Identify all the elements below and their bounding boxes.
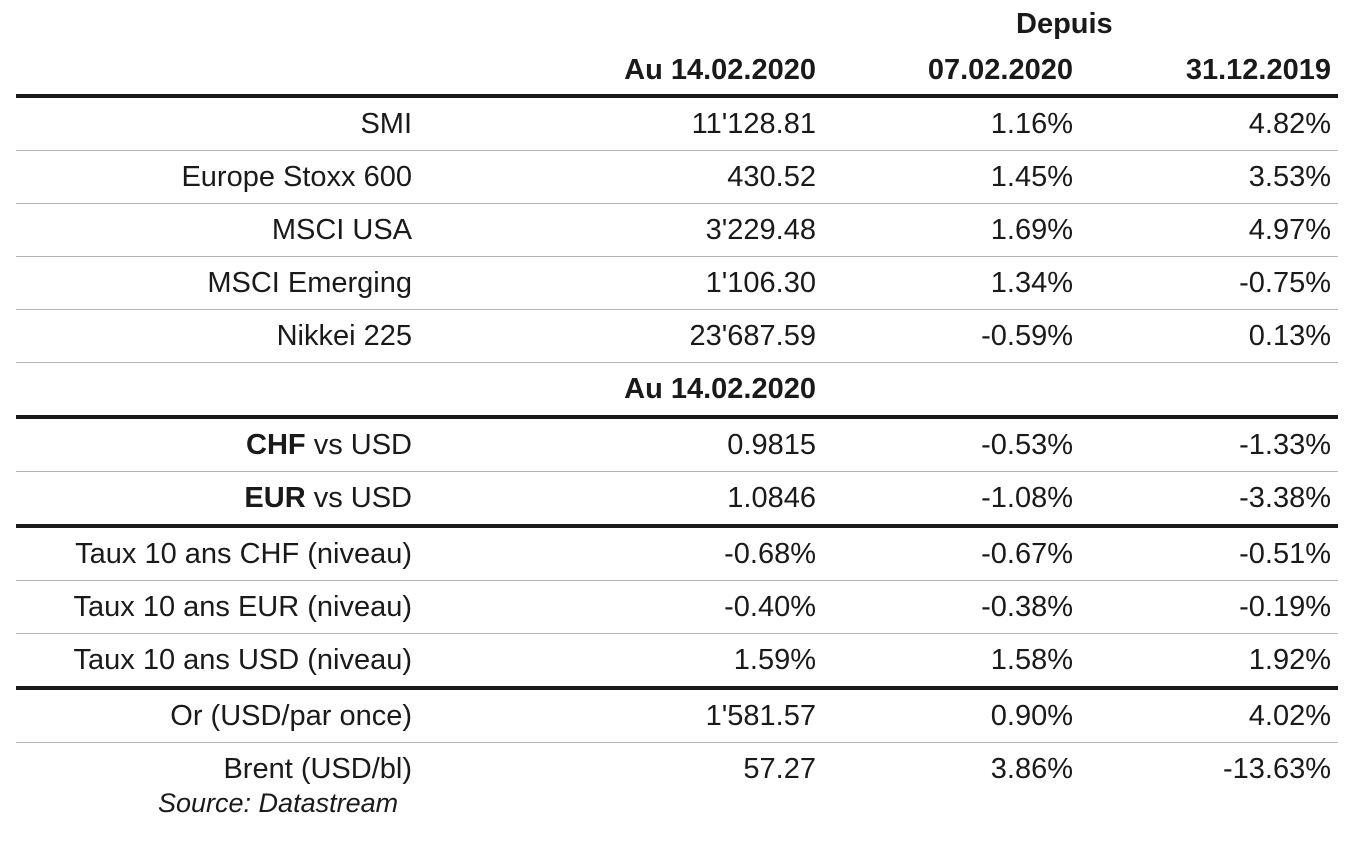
row-label: Or (USD/par once) (170, 699, 412, 732)
row-change-week: -0.53% (981, 428, 1073, 461)
row-value: 1.59% (733, 643, 816, 676)
row-change-ytd: -0.75% (1239, 266, 1331, 299)
currency-code: EUR (244, 481, 306, 514)
row-value: -0.40% (724, 590, 816, 623)
subheader-row: Au 14.02.2020 (16, 363, 1338, 419)
table-header: Au 14.02.2020 07.02.2020 31.12.2019 (16, 54, 1338, 98)
row-change-week: 1.69% (990, 213, 1073, 246)
row-label: MSCI USA (271, 213, 412, 246)
table-row: EUR vs USD 1.0846 -1.08% -3.38% (16, 472, 1338, 528)
currency-pair-rest: vs USD (305, 481, 412, 514)
row-change-ytd: 0.13% (1248, 319, 1331, 352)
currency-pair-rest: vs USD (305, 428, 412, 461)
row-value: 1'581.57 (705, 699, 816, 732)
row-change-ytd: 4.97% (1248, 213, 1331, 246)
row-change-ytd: -0.19% (1239, 590, 1331, 623)
table-row: MSCI USA 3'229.48 1.69% 4.97% (16, 204, 1338, 257)
table-row: MSCI Emerging 1'106.30 1.34% -0.75% (16, 257, 1338, 310)
row-value: 1'106.30 (705, 266, 816, 299)
row-change-week: 1.45% (990, 160, 1073, 193)
row-change-week: 0.90% (990, 699, 1073, 732)
row-label: EUR vs USD (16, 472, 412, 524)
row-change-ytd: -13.63% (1222, 752, 1331, 785)
row-label: CHF vs USD (16, 419, 412, 471)
source-note: Source: Datastream (158, 788, 399, 818)
table-row: Taux 10 ans EUR (niveau) -0.40% -0.38% -… (16, 581, 1338, 634)
subheader-col-date: Au 14.02.2020 (624, 372, 816, 405)
row-change-ytd: 4.82% (1248, 107, 1331, 140)
row-label: Taux 10 ans CHF (niveau) (75, 537, 412, 570)
row-value: 3'229.48 (705, 213, 816, 246)
row-value: 1.0846 (727, 481, 816, 514)
row-value: 0.9815 (727, 428, 816, 461)
table-body: SMI 11'128.81 1.16% 4.82% Europe Stoxx 6… (16, 98, 1338, 795)
row-value: -0.68% (724, 537, 816, 570)
row-change-ytd: -3.38% (1239, 481, 1331, 514)
row-value: 57.27 (743, 752, 816, 785)
row-change-week: -1.08% (981, 481, 1073, 514)
row-value: 11'128.81 (691, 107, 816, 140)
row-value: 430.52 (727, 160, 816, 193)
row-label: Brent (USD/bl) (223, 752, 412, 785)
table-row: Europe Stoxx 600 430.52 1.45% 3.53% (16, 151, 1338, 204)
table-row: Brent (USD/bl) 57.27 3.86% -13.63% (16, 743, 1338, 795)
row-label: Taux 10 ans EUR (niveau) (73, 590, 413, 623)
row-label: SMI (360, 107, 412, 140)
row-change-week: 1.34% (990, 266, 1073, 299)
row-label: Europe Stoxx 600 (181, 160, 412, 193)
row-change-ytd: 4.02% (1248, 699, 1331, 732)
table-row: CHF vs USD 0.9815 -0.53% -1.33% (16, 419, 1338, 472)
row-change-week: 1.16% (990, 107, 1073, 140)
header-depuis: Depuis (1016, 8, 1113, 40)
row-change-week: 3.86% (990, 752, 1073, 785)
header-col-date: Au 14.02.2020 (624, 54, 816, 86)
row-change-week: -0.38% (981, 590, 1073, 623)
row-change-ytd: -1.33% (1239, 428, 1331, 461)
row-change-ytd: 1.92% (1248, 643, 1331, 676)
table-row: Nikkei 225 23'687.59 -0.59% 0.13% (16, 310, 1338, 363)
table-row: Taux 10 ans USD (niveau) 1.59% 1.58% 1.9… (16, 634, 1338, 690)
row-value: 23'687.59 (689, 319, 817, 352)
row-change-week: -0.59% (981, 319, 1073, 352)
row-change-ytd: -0.51% (1239, 537, 1331, 570)
table-row: Taux 10 ans CHF (niveau) -0.68% -0.67% -… (16, 528, 1338, 581)
table-row: SMI 11'128.81 1.16% 4.82% (16, 98, 1338, 151)
header-col-since-year: 31.12.2019 (1185, 54, 1331, 86)
table-row: Or (USD/par once) 1'581.57 0.90% 4.02% (16, 690, 1338, 743)
row-change-ytd: 3.53% (1248, 160, 1331, 193)
row-change-week: 1.58% (990, 643, 1073, 676)
row-label: Nikkei 225 (276, 319, 412, 352)
row-label: Taux 10 ans USD (niveau) (73, 643, 413, 676)
row-change-week: -0.67% (981, 537, 1073, 570)
row-label: MSCI Emerging (207, 266, 412, 299)
currency-code: CHF (246, 428, 306, 461)
header-col-since-week: 07.02.2020 (927, 54, 1073, 86)
